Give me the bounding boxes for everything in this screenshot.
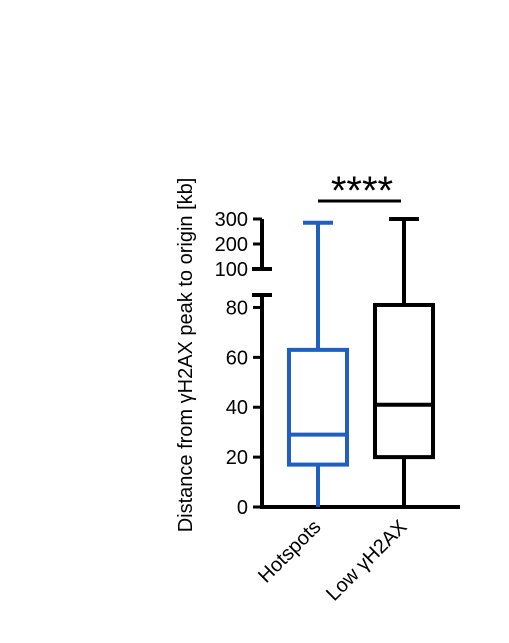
x-tick-label: Hotspots: [254, 516, 325, 587]
y-tick-label: 300: [215, 209, 248, 231]
significance-stars: ****: [331, 169, 393, 213]
y-tick-label: 0: [237, 497, 248, 519]
axes: 0 20 40 60 80 100 200 300: [215, 209, 460, 519]
x-tick-label: Low γH2AX: [322, 516, 411, 605]
iqr-box: [373, 302, 435, 460]
iqr-box: [287, 347, 349, 467]
y-tick-label: 200: [215, 234, 248, 256]
box-low-gh2ax: [373, 217, 435, 507]
box-hotspots: [287, 220, 349, 507]
y-tick-label: 80: [226, 297, 248, 319]
y-tick-label: 20: [226, 447, 248, 469]
y-tick-label: 60: [226, 347, 248, 369]
y-axis-label: Distance from γH2AX peak to origin [kb]: [175, 178, 197, 533]
boxes: [287, 217, 435, 507]
y-tick-label: 100: [215, 259, 248, 281]
y-tick-label: 40: [226, 397, 248, 419]
significance-annotation: ****: [318, 169, 401, 213]
